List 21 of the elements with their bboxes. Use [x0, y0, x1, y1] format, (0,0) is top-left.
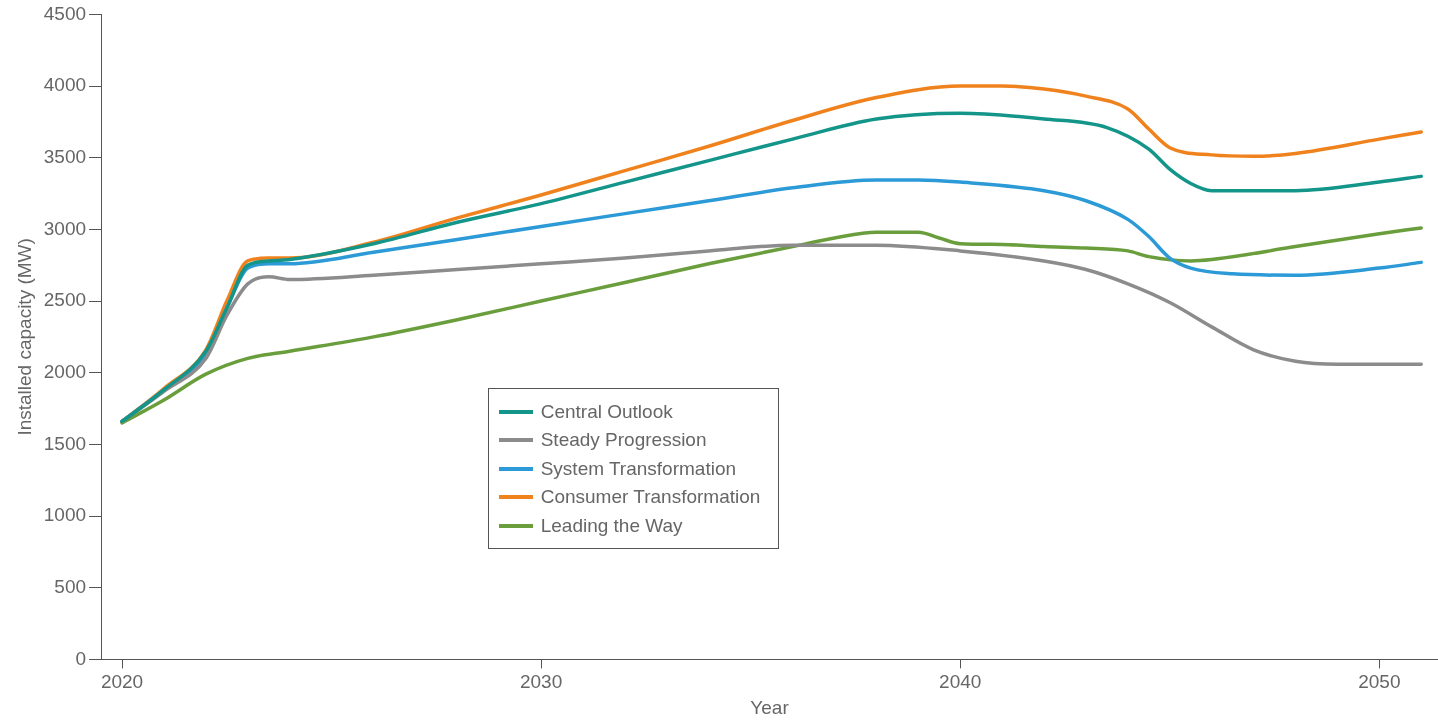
- y-axis-title: Installed capacity (MW): [13, 238, 35, 436]
- x-axis-title: Year: [750, 696, 790, 718]
- y-tick-label: 1500: [43, 432, 87, 454]
- x-tick-label: 2050: [1358, 671, 1401, 693]
- x-tick-label: 2040: [939, 671, 982, 693]
- x-tick-label: 2030: [519, 671, 563, 693]
- y-tick-label: 3500: [43, 145, 87, 167]
- legend-label: Steady Progression: [540, 429, 707, 452]
- y-tick-label: 4500: [43, 2, 87, 24]
- y-tick-label: 2000: [43, 360, 87, 382]
- legend-label: Leading the Way: [540, 514, 683, 537]
- legend-label: System Transformation: [540, 457, 737, 480]
- y-tick-label: 0: [75, 647, 87, 669]
- y-tick-label: 2500: [43, 289, 87, 311]
- y-tick-label: 4000: [43, 74, 87, 96]
- y-tick-label: 1000: [43, 504, 87, 526]
- y-tick-label: 500: [54, 575, 87, 597]
- x-tick-label: 2020: [100, 671, 144, 693]
- legend-label: Consumer Transformation: [540, 486, 761, 509]
- y-tick-label: 3000: [43, 217, 87, 239]
- legend-label: Central Outlook: [540, 400, 673, 423]
